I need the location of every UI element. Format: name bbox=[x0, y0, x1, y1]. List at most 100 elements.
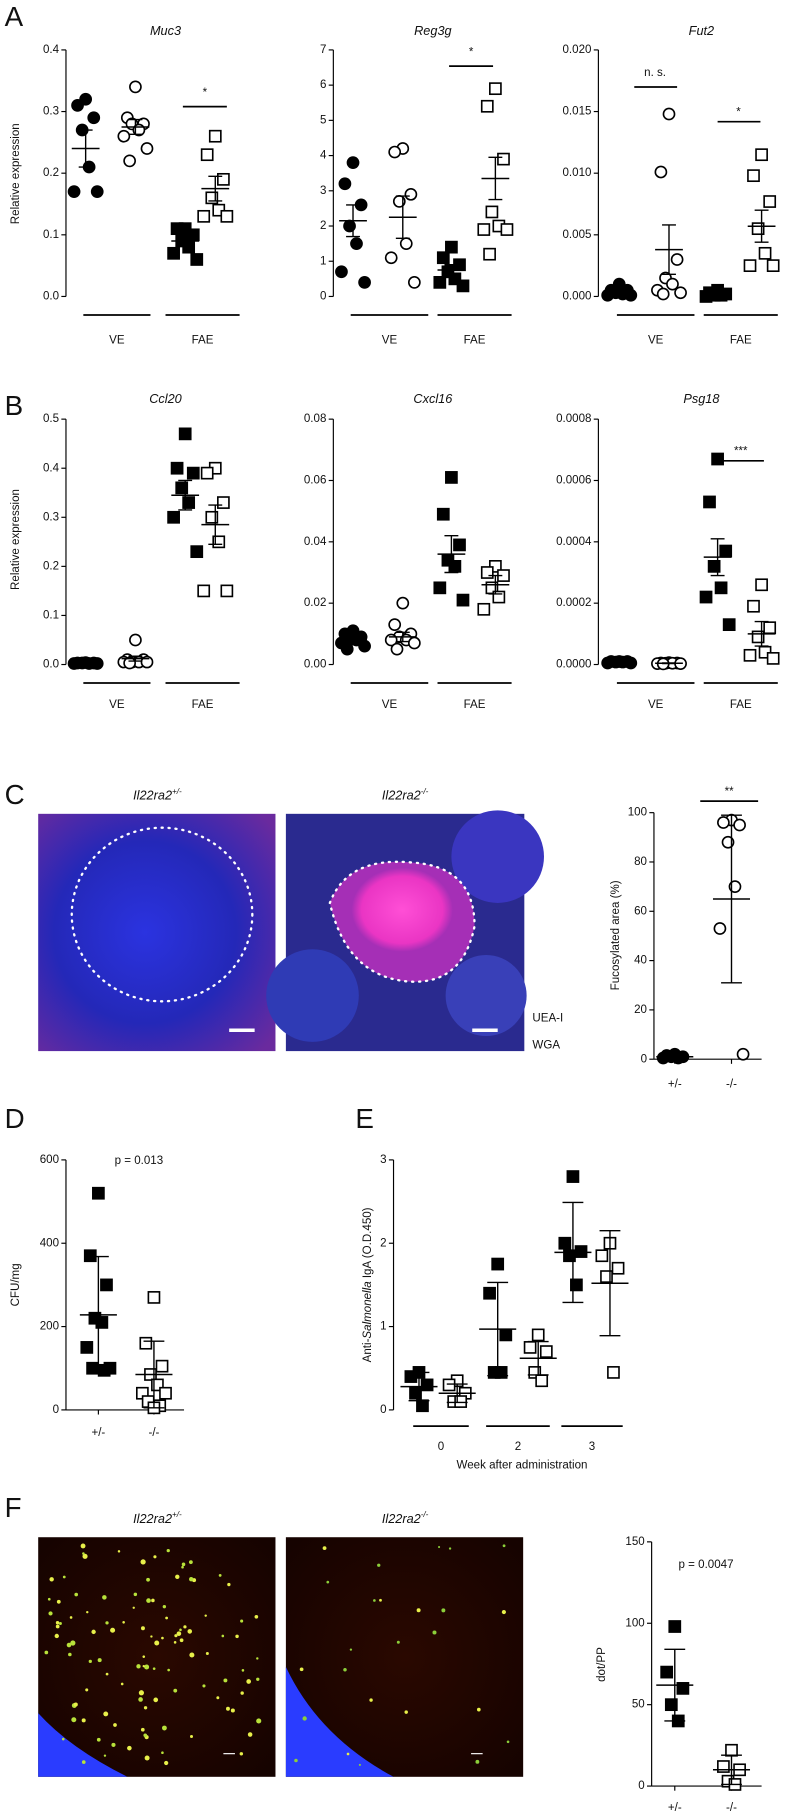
x-tick-label: 3 bbox=[589, 1441, 595, 1453]
point bbox=[492, 590, 506, 604]
point bbox=[217, 496, 230, 509]
dot bbox=[506, 1740, 510, 1744]
panel-letter: E bbox=[355, 1103, 374, 1134]
dot bbox=[346, 1752, 350, 1756]
gene: Il22ra2 bbox=[133, 1511, 172, 1526]
y-tick-label: 0.02 bbox=[304, 597, 327, 609]
point bbox=[205, 191, 219, 205]
point bbox=[220, 584, 234, 598]
point bbox=[539, 1345, 553, 1358]
image-f-left bbox=[38, 1537, 276, 1777]
outline bbox=[328, 860, 476, 983]
dot bbox=[70, 1640, 76, 1646]
error-bar bbox=[664, 1648, 686, 1722]
dot bbox=[187, 1629, 193, 1634]
point bbox=[433, 275, 447, 289]
dot bbox=[81, 1718, 86, 1723]
error-bar bbox=[446, 1383, 468, 1404]
dot bbox=[150, 1635, 153, 1638]
point bbox=[170, 461, 184, 475]
y-tick-label: 0.005 bbox=[563, 229, 592, 241]
y-axis-label: Anti-Salmonella IgA (O.D.450) bbox=[362, 1207, 374, 1362]
point bbox=[477, 602, 491, 616]
point bbox=[699, 290, 713, 303]
point bbox=[624, 288, 638, 302]
error-bar bbox=[346, 204, 360, 238]
error-bar bbox=[612, 289, 627, 294]
y-tick-label: 40 bbox=[634, 955, 647, 967]
dot bbox=[61, 1737, 65, 1741]
dot bbox=[181, 1565, 184, 1569]
y-tick-label: 7 bbox=[320, 44, 326, 56]
point bbox=[350, 237, 363, 250]
dot bbox=[175, 1574, 180, 1580]
dot bbox=[173, 1641, 177, 1644]
dot bbox=[111, 1742, 116, 1747]
dot bbox=[204, 1614, 207, 1617]
dot bbox=[55, 1624, 60, 1629]
point bbox=[670, 253, 684, 266]
dot bbox=[373, 1599, 376, 1602]
point bbox=[358, 639, 371, 653]
point bbox=[725, 1743, 738, 1757]
dot bbox=[179, 1638, 184, 1643]
chart-title: Psg18 bbox=[683, 391, 719, 406]
dot bbox=[144, 1664, 150, 1670]
dot bbox=[103, 1754, 107, 1757]
dot bbox=[322, 1546, 327, 1551]
point bbox=[436, 507, 450, 521]
dot bbox=[223, 1678, 228, 1683]
dot bbox=[441, 1608, 446, 1613]
dot bbox=[369, 1698, 373, 1702]
point bbox=[755, 148, 768, 162]
point bbox=[346, 156, 360, 169]
x-tick-label: -/- bbox=[148, 1427, 159, 1439]
point bbox=[390, 642, 404, 656]
error-bar bbox=[395, 195, 410, 240]
dot bbox=[105, 1621, 109, 1625]
point bbox=[404, 1370, 418, 1383]
error-bar bbox=[128, 655, 143, 662]
dot bbox=[142, 1664, 145, 1668]
point bbox=[71, 99, 84, 112]
dot bbox=[166, 1548, 170, 1553]
dot bbox=[189, 1652, 195, 1658]
point bbox=[601, 656, 615, 670]
dot bbox=[82, 1553, 88, 1559]
point bbox=[733, 818, 746, 832]
dot bbox=[416, 1608, 421, 1613]
dot bbox=[501, 1610, 506, 1615]
y-tick-label: 0.4 bbox=[43, 462, 60, 474]
y-tick-label: 50 bbox=[632, 1699, 645, 1711]
dot bbox=[71, 1717, 77, 1723]
point bbox=[477, 223, 491, 236]
dots bbox=[44, 1543, 510, 1766]
error-bar bbox=[128, 118, 143, 136]
point bbox=[197, 209, 211, 223]
point bbox=[200, 466, 214, 480]
y-tick-label: 0.2 bbox=[43, 560, 59, 572]
x-tick-label: VE bbox=[382, 699, 398, 711]
point bbox=[448, 272, 462, 286]
error-bar bbox=[721, 814, 742, 984]
error-bar bbox=[599, 1230, 621, 1337]
dot bbox=[161, 1725, 167, 1731]
y-tick-label: 60 bbox=[634, 905, 647, 917]
dot bbox=[299, 1667, 304, 1672]
y-tick-label: 20 bbox=[634, 1004, 647, 1016]
dot bbox=[110, 1627, 116, 1633]
x-tick-label: VE bbox=[648, 699, 664, 711]
label-part: Fucosylated area (%) bbox=[610, 880, 622, 990]
panel-letter: C bbox=[5, 779, 25, 810]
error-bar bbox=[178, 479, 193, 511]
dot bbox=[183, 1625, 187, 1629]
point bbox=[123, 656, 136, 670]
point bbox=[713, 922, 727, 935]
point bbox=[570, 1278, 583, 1292]
point bbox=[167, 246, 180, 260]
y-tick-label: 0.0 bbox=[43, 291, 59, 303]
annotation: * bbox=[203, 87, 208, 99]
y-tick-label: 80 bbox=[634, 856, 647, 868]
y-tick-label: 0.04 bbox=[304, 536, 327, 548]
y-tick-label: 200 bbox=[40, 1321, 59, 1333]
